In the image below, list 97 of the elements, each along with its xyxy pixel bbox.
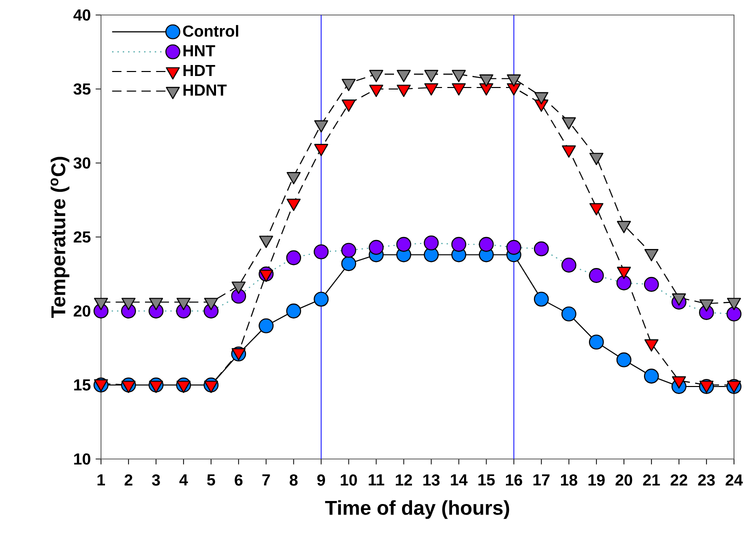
- legend-label: HDNT: [183, 84, 227, 96]
- y-tick-label: 35: [74, 83, 91, 95]
- point: [616, 220, 631, 234]
- point: [314, 244, 329, 260]
- x-tick-label: 3: [152, 474, 160, 486]
- point: [562, 145, 576, 158]
- point: [561, 258, 576, 273]
- point: [644, 249, 658, 262]
- point: [424, 235, 439, 250]
- x-tick-label: 16: [506, 474, 522, 486]
- y-tick-label: 30: [74, 157, 90, 169]
- x-tick-label: 19: [588, 474, 605, 486]
- legend-label: HDT: [183, 64, 216, 76]
- point: [478, 236, 494, 252]
- x-tick-label: 4: [179, 474, 188, 486]
- point: [616, 275, 632, 290]
- x-tick-label: 14: [450, 474, 468, 486]
- x-tick-label: 21: [643, 474, 660, 486]
- point: [506, 74, 521, 87]
- point: [396, 84, 411, 98]
- x-tick-label: 12: [396, 474, 412, 486]
- x-tick-label: 6: [234, 474, 242, 486]
- point: [149, 298, 164, 310]
- point: [396, 70, 411, 82]
- point: [231, 288, 246, 304]
- legend-label: Control: [183, 25, 238, 37]
- point: [452, 83, 466, 96]
- legend-label: HNT: [183, 45, 216, 56]
- point: [122, 298, 136, 310]
- y-tick-label: 40: [73, 9, 90, 21]
- point: [342, 78, 356, 92]
- point: [479, 74, 494, 87]
- x-tick-label: 7: [262, 474, 270, 486]
- point: [561, 306, 576, 322]
- x-tick-label: 15: [478, 474, 495, 486]
- point: [369, 70, 384, 82]
- point: [259, 270, 274, 282]
- x-tick-label: 1: [98, 474, 105, 486]
- point: [286, 198, 301, 211]
- x-tick-label: 11: [368, 474, 384, 486]
- point: [534, 241, 549, 256]
- point: [644, 368, 659, 384]
- y-axis-title: Temperature ($^{o}$C): [50, 156, 70, 318]
- point: [672, 293, 686, 306]
- point: [616, 266, 631, 280]
- point: [341, 256, 356, 272]
- y-tick-label: 25: [74, 231, 91, 243]
- point: [589, 152, 604, 166]
- point: [341, 242, 356, 258]
- point: [534, 92, 548, 104]
- point: [562, 117, 576, 130]
- x-tick-label: 10: [340, 474, 357, 486]
- x-tick-label: 17: [533, 474, 550, 486]
- point: [368, 240, 384, 255]
- x-tick-label: 13: [423, 474, 440, 486]
- point: [588, 268, 604, 283]
- point: [451, 236, 466, 252]
- point: [342, 100, 356, 112]
- point: [699, 299, 714, 312]
- point: [286, 250, 302, 266]
- point: [506, 240, 522, 255]
- point: [424, 70, 438, 82]
- point: [616, 352, 632, 368]
- point: [94, 298, 108, 310]
- x-tick-label: 9: [317, 474, 326, 486]
- point: [589, 203, 604, 216]
- x-tick-label: 20: [616, 474, 632, 486]
- point: [644, 276, 659, 292]
- x-tick-label: 5: [207, 474, 216, 486]
- point: [314, 144, 328, 156]
- point: [258, 318, 274, 334]
- y-tick-label: 20: [74, 305, 90, 317]
- point: [534, 292, 549, 307]
- x-tick-label: 22: [670, 474, 688, 486]
- point: [424, 83, 438, 96]
- point: [286, 304, 302, 318]
- x-tick-label: 24: [726, 474, 743, 486]
- point: [286, 172, 301, 184]
- point: [369, 84, 384, 98]
- x-tick-label: 8: [290, 474, 298, 486]
- x-tick-label: 2: [124, 474, 132, 486]
- x-tick-label: 23: [698, 474, 715, 486]
- point: [176, 298, 191, 310]
- point: [259, 236, 274, 248]
- point: [396, 236, 412, 252]
- point: [232, 282, 246, 294]
- y-tick-label: 10: [74, 453, 90, 465]
- point: [588, 334, 604, 350]
- point: [314, 120, 328, 133]
- x-axis-title: Time of day (hours): [325, 500, 510, 519]
- point: [452, 70, 466, 82]
- y-tick-label: 15: [74, 379, 91, 391]
- point: [727, 298, 742, 310]
- x-tick-label: 18: [560, 474, 578, 486]
- point: [204, 298, 218, 310]
- point: [726, 306, 742, 322]
- point: [314, 292, 329, 307]
